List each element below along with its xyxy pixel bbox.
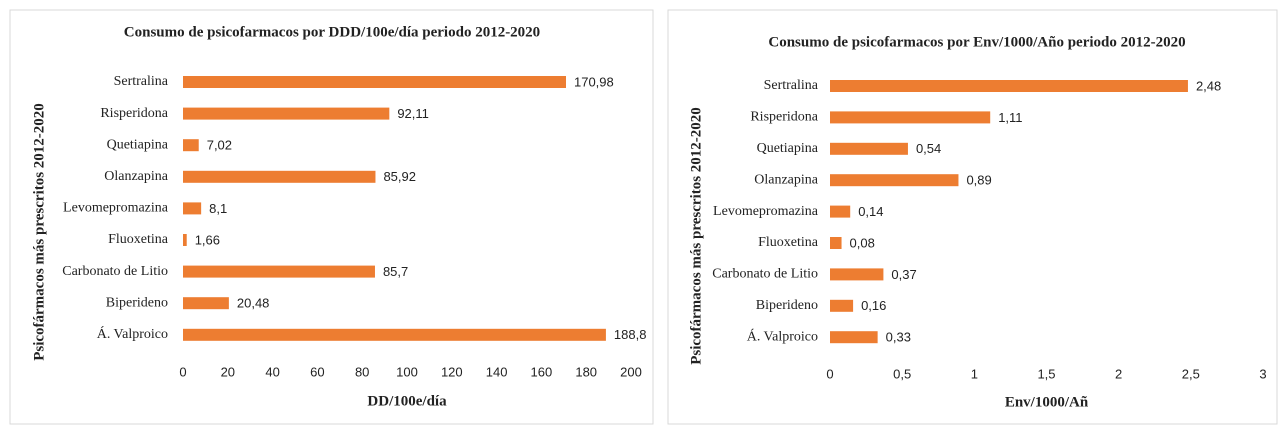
value-label: 7,02 (207, 138, 232, 153)
value-label: 0,89 (966, 173, 991, 188)
value-label: 1,66 (195, 232, 220, 247)
category-label: Risperidona (100, 106, 168, 121)
value-label: 85,7 (383, 264, 408, 279)
x-tick-label: 2 (1115, 366, 1122, 381)
bar (183, 170, 376, 183)
category-label: Quetiapina (757, 141, 819, 156)
bar (183, 265, 375, 278)
value-label: 0,37 (891, 267, 916, 282)
x-axis-label: DD/100e/día (367, 393, 447, 409)
category-label: Á. Valproico (97, 325, 168, 342)
bar (183, 107, 390, 120)
bar (183, 297, 229, 310)
chart-frame (667, 9, 1278, 425)
chart-title: Consumo de psicofarmacos por Env/1000/Añ… (768, 34, 1185, 50)
x-tick-label: 0,5 (893, 366, 911, 381)
bar (830, 111, 991, 124)
category-label: Á. Valproico (747, 327, 818, 344)
x-tick-label: 1,5 (1037, 366, 1055, 381)
category-label: Carbonato de Litio (712, 267, 818, 282)
chart-frame (9, 9, 654, 425)
y-axis-label: Psicofármacos más prescritos 2012-2020 (31, 103, 47, 361)
value-label: 1,11 (998, 110, 1022, 125)
x-tick-label: 100 (396, 364, 418, 379)
x-tick-label: 1 (971, 366, 978, 381)
value-label: 0,08 (850, 235, 875, 250)
bar (830, 268, 884, 281)
category-label: Biperideno (106, 295, 168, 310)
category-label: Olanzapina (104, 169, 169, 184)
bar (830, 205, 851, 218)
x-tick-label: 140 (486, 364, 508, 379)
bar (830, 80, 1188, 92)
x-tick-label: 3 (1259, 366, 1266, 381)
bar (183, 234, 187, 246)
category-label: Levomepromazina (713, 204, 819, 219)
bar (830, 174, 959, 187)
bar (183, 328, 606, 341)
value-label: 20,48 (237, 296, 270, 311)
category-label: Sertralina (114, 74, 169, 89)
x-tick-label: 120 (441, 364, 463, 379)
category-label: Carbonato de Litio (62, 264, 168, 279)
category-label: Quetiapina (107, 137, 169, 152)
value-label: 0,16 (861, 298, 886, 313)
category-label: Olanzapina (754, 172, 819, 187)
value-label: 85,92 (383, 169, 416, 184)
value-label: 170,98 (574, 74, 614, 89)
value-label: 0,33 (886, 330, 911, 345)
bar (183, 139, 199, 152)
x-tick-label: 40 (265, 364, 279, 379)
category-label: Sertralina (764, 78, 819, 93)
value-label: 92,11 (397, 106, 429, 121)
x-tick-label: 60 (310, 364, 324, 379)
x-tick-label: 200 (620, 364, 642, 379)
bar (830, 299, 854, 312)
value-label: 8,1 (209, 201, 227, 216)
category-label: Risperidona (750, 110, 818, 125)
y-axis-label: Psicofármacos más prescritos 2012-2020 (688, 107, 704, 365)
x-tick-label: 160 (531, 364, 553, 379)
value-label: 0,54 (916, 141, 941, 156)
x-tick-label: 2,5 (1182, 366, 1200, 381)
bar (830, 331, 878, 344)
x-tick-label: 80 (355, 364, 369, 379)
category-label: Levomepromazina (63, 201, 169, 216)
x-tick-label: 180 (575, 364, 597, 379)
bar (830, 142, 908, 155)
category-label: Fluoxetina (758, 235, 819, 250)
x-tick-label: 20 (221, 364, 235, 379)
bar (183, 202, 202, 215)
category-label: Fluoxetina (108, 232, 169, 247)
value-label: 0,14 (858, 204, 883, 219)
x-tick-label: 0 (179, 364, 186, 379)
bar (830, 237, 842, 249)
value-label: 2,48 (1196, 78, 1221, 93)
x-axis-label: Env/1000/Añ (1005, 394, 1089, 410)
x-tick-label: 0 (826, 366, 833, 381)
category-label: Biperideno (756, 298, 818, 313)
value-label: 188,8 (614, 327, 647, 342)
bar (183, 76, 566, 88)
chart-title: Consumo de psicofarmacos por DDD/100e/dí… (124, 24, 540, 40)
